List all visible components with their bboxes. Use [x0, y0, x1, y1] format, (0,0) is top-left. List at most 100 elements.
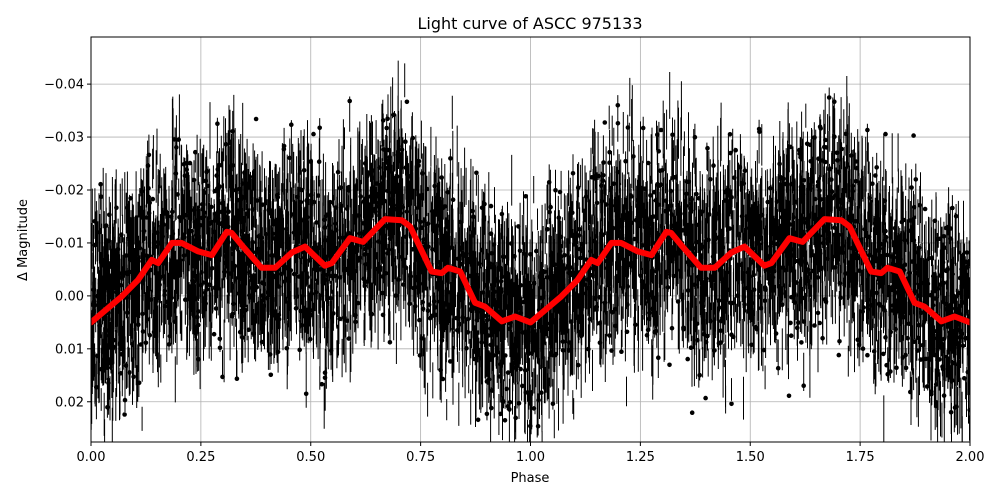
data-point — [241, 253, 246, 258]
data-point — [497, 267, 502, 272]
data-point — [933, 382, 939, 387]
data-point — [765, 199, 770, 205]
data-point — [247, 270, 252, 275]
data-point — [625, 284, 630, 289]
data-point — [548, 253, 554, 258]
data-point — [361, 199, 367, 204]
data-point — [913, 288, 918, 294]
data-point — [820, 335, 825, 341]
data-point — [404, 99, 410, 105]
data-point — [892, 225, 898, 231]
data-point — [215, 121, 220, 126]
data-point — [724, 270, 730, 275]
data-point — [798, 154, 803, 160]
data-point — [391, 112, 397, 118]
data-point — [230, 311, 236, 317]
data-point — [199, 282, 204, 288]
data-point — [628, 193, 633, 198]
data-point — [172, 137, 177, 142]
data-point — [242, 307, 248, 313]
data-point — [162, 292, 167, 298]
data-point — [110, 346, 116, 351]
data-point — [866, 234, 872, 240]
data-point — [601, 160, 606, 165]
data-point — [956, 362, 961, 368]
data-point — [291, 230, 297, 235]
data-point — [489, 251, 495, 256]
data-point — [721, 309, 726, 315]
data-point — [528, 252, 533, 257]
data-point — [902, 238, 908, 243]
data-point — [98, 194, 104, 199]
data-point — [489, 405, 494, 411]
data-point — [777, 161, 782, 167]
data-point — [125, 310, 130, 316]
data-point — [480, 313, 485, 319]
data-point — [557, 248, 563, 254]
data-point — [136, 259, 141, 264]
data-point — [826, 95, 832, 100]
data-point — [558, 234, 564, 240]
data-point — [764, 255, 769, 261]
data-point — [136, 322, 141, 327]
data-point — [450, 197, 456, 202]
data-point — [537, 274, 542, 279]
data-point — [200, 206, 205, 212]
data-point — [735, 266, 741, 271]
data-point — [187, 160, 193, 166]
data-point — [369, 195, 375, 200]
data-point — [509, 241, 514, 246]
data-point — [303, 234, 309, 240]
data-point — [505, 370, 511, 375]
data-point — [737, 165, 743, 170]
data-point — [651, 214, 656, 219]
data-point — [181, 162, 187, 167]
data-point — [97, 281, 103, 286]
data-point — [781, 219, 786, 225]
data-point — [562, 266, 567, 271]
data-point — [113, 282, 119, 288]
data-point — [222, 269, 227, 275]
data-point — [471, 214, 476, 219]
data-point — [144, 253, 149, 258]
data-point — [749, 342, 754, 348]
data-point — [710, 254, 716, 259]
data-point — [518, 366, 523, 372]
data-point — [311, 245, 316, 251]
data-point — [279, 243, 285, 249]
data-point — [530, 303, 535, 308]
data-point — [106, 238, 112, 244]
data-point — [207, 221, 212, 226]
data-point — [103, 223, 109, 228]
data-point — [602, 120, 608, 125]
data-point — [91, 312, 94, 317]
data-point — [474, 278, 479, 284]
data-point — [337, 316, 343, 322]
x-axis-ticks: 0.00 0.25 0.50 0.75 1.00 1.25 1.50 1.75 2.00 — [77, 442, 984, 465]
data-point — [624, 236, 630, 241]
data-point — [963, 335, 969, 341]
data-point — [950, 205, 955, 211]
data-point — [688, 208, 694, 213]
data-point — [403, 265, 409, 271]
data-point — [307, 257, 313, 263]
data-point — [385, 165, 390, 171]
data-point — [916, 322, 922, 328]
data-point — [592, 296, 597, 301]
data-point — [220, 201, 225, 206]
data-point — [98, 181, 103, 187]
data-point — [680, 228, 685, 233]
data-point — [293, 221, 298, 227]
data-point — [597, 320, 602, 326]
data-point — [294, 294, 300, 299]
data-point — [930, 346, 936, 352]
data-point — [954, 404, 959, 410]
data-point — [335, 169, 341, 175]
data-point — [558, 285, 563, 290]
data-point — [157, 282, 162, 288]
data-point — [934, 336, 940, 341]
data-point — [820, 158, 825, 163]
data-point — [298, 308, 303, 314]
data-point — [547, 209, 552, 215]
